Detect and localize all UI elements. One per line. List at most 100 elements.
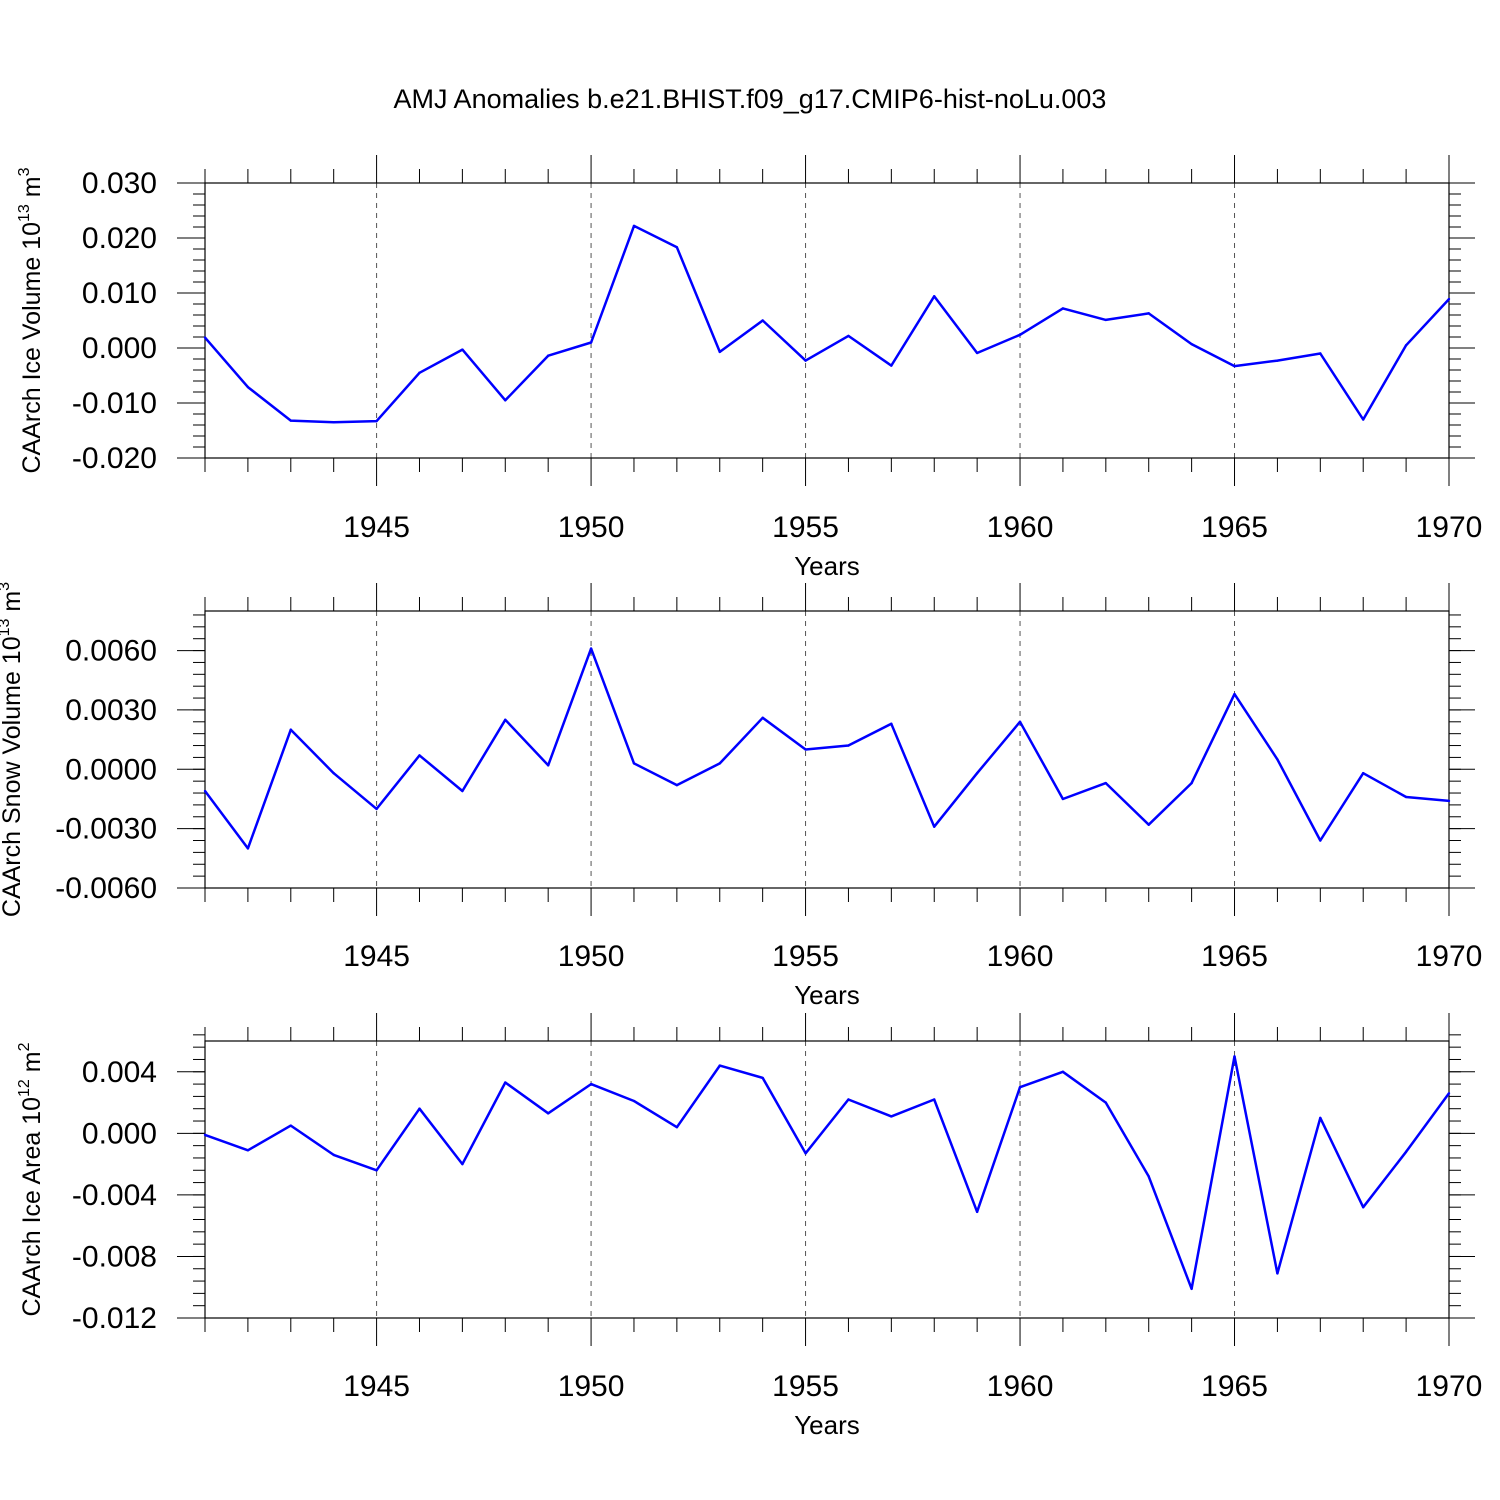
data-point <box>246 385 250 389</box>
panel-ice-volume: -0.020 -0.010 0.000 0.010 0.020 0.030 1945 1950… <box>16 155 1482 581</box>
x-tick-label: 1950 <box>558 511 625 544</box>
data-point <box>203 336 207 339</box>
data-point <box>461 1162 464 1166</box>
data-point <box>289 728 292 731</box>
y-tick-label: 0.030 <box>82 167 157 200</box>
x-tick-label: 1960 <box>987 940 1054 973</box>
series-line <box>204 1055 1451 1291</box>
y-tick-label: 0.0030 <box>65 694 157 727</box>
data-point <box>890 1115 893 1118</box>
x-tick-label: 1945 <box>343 1370 410 1403</box>
data-point <box>461 789 464 793</box>
data-point <box>761 716 764 720</box>
x-tick-label: 1965 <box>1201 940 1268 973</box>
data-point <box>632 762 636 765</box>
data-point <box>1061 1070 1065 1073</box>
y-axis-label-superscript: 3 <box>16 167 33 176</box>
data-point <box>1104 781 1108 785</box>
data-point <box>933 825 936 828</box>
x-axis-label: Years <box>794 551 860 581</box>
data-point <box>589 341 593 344</box>
y-tick-label: 0.010 <box>82 277 157 310</box>
x-tick-label: 1960 <box>987 1370 1054 1403</box>
data-point <box>332 772 335 775</box>
data-point <box>890 364 893 367</box>
data-point <box>1319 352 1322 355</box>
page-title: AMJ Anomalies b.e21.BHIST.f09_g17.CMIP6-… <box>393 84 1107 114</box>
y-axis-label-superscript: 12 <box>16 1079 33 1097</box>
data-point <box>418 754 421 757</box>
data-point <box>1061 307 1065 310</box>
panel-ice-area: -0.012 -0.008 -0.004 0.000 0.004 1945 1950 1955… <box>16 1013 1482 1440</box>
data-point <box>1404 344 1408 347</box>
data-point <box>504 1081 507 1084</box>
data-point <box>504 399 507 402</box>
data-point <box>589 647 593 650</box>
x-tick-label: 1970 <box>1416 940 1483 973</box>
data-point <box>1233 1055 1236 1058</box>
data-point <box>375 419 378 423</box>
y-axis-label-text: m <box>18 1051 46 1079</box>
data-point <box>847 334 850 338</box>
plot-frame <box>204 1040 1450 1319</box>
series-line <box>204 224 1450 424</box>
data-point <box>890 722 893 725</box>
data-point <box>933 1098 936 1101</box>
data-point <box>289 419 292 422</box>
panel-snow-volume: -0.0060 -0.0030 0.0000 0.0030 0.0060 1945 1950… <box>0 582 1482 1010</box>
data-point <box>847 1098 850 1101</box>
data-point <box>1018 720 1022 723</box>
data-point <box>975 772 979 775</box>
data-point <box>418 371 421 374</box>
data-point <box>1190 1287 1193 1290</box>
y-axis-label-text: CAArch Ice Volume 10 <box>18 222 46 474</box>
data-point <box>1190 781 1193 785</box>
data-point <box>203 789 207 793</box>
data-point <box>546 764 550 767</box>
data-point <box>1447 1092 1451 1095</box>
y-tick-label: -0.020 <box>72 442 157 475</box>
data-point <box>546 1112 550 1115</box>
x-tick-label: 1945 <box>343 940 410 973</box>
data-point <box>933 295 936 298</box>
y-axis-label-superscript: 13 <box>0 618 13 636</box>
y-axis-label-superscript: 2 <box>16 1042 33 1051</box>
data-point <box>1147 1175 1150 1178</box>
data-point <box>375 807 378 811</box>
data-point <box>1018 333 1022 336</box>
y-axis-label-text: CAArch Ice Area 10 <box>18 1097 46 1317</box>
x-tick-label: 1965 <box>1201 1370 1268 1403</box>
data-point <box>1362 772 1365 775</box>
data-point <box>675 783 679 787</box>
data-point <box>804 359 807 362</box>
data-point <box>461 348 464 351</box>
data-point <box>1276 758 1279 761</box>
x-tick-label: 1970 <box>1416 1370 1483 1403</box>
data-point <box>761 1076 764 1080</box>
data-point <box>718 1064 721 1067</box>
data-point <box>975 1210 979 1214</box>
data-point <box>804 748 807 751</box>
y-axis-label-superscript: 3 <box>0 582 13 591</box>
y-tick-label: 0.000 <box>82 332 157 365</box>
y-tick-label: -0.010 <box>72 387 157 420</box>
data-point <box>718 762 721 765</box>
x-axis-label: Years <box>794 1410 860 1440</box>
data-point <box>975 351 979 355</box>
data-point <box>1104 1101 1108 1104</box>
data-point <box>589 1082 593 1086</box>
y-tick-label: -0.0060 <box>55 872 157 905</box>
x-tick-label: 1955 <box>772 1370 839 1403</box>
data-point <box>761 319 764 322</box>
plot-frame <box>204 610 1450 889</box>
data-point <box>1233 364 1236 368</box>
y-axis-label-text: m <box>18 176 46 204</box>
data-point <box>289 1124 292 1127</box>
y-tick-label: 0.000 <box>82 1117 157 1150</box>
y-axis-label-superscript: 13 <box>16 204 33 222</box>
data-point <box>1061 797 1065 801</box>
data-point <box>246 847 250 850</box>
data-point <box>246 1149 250 1152</box>
data-point <box>1147 823 1150 826</box>
y-tick-label: -0.0030 <box>55 813 157 846</box>
